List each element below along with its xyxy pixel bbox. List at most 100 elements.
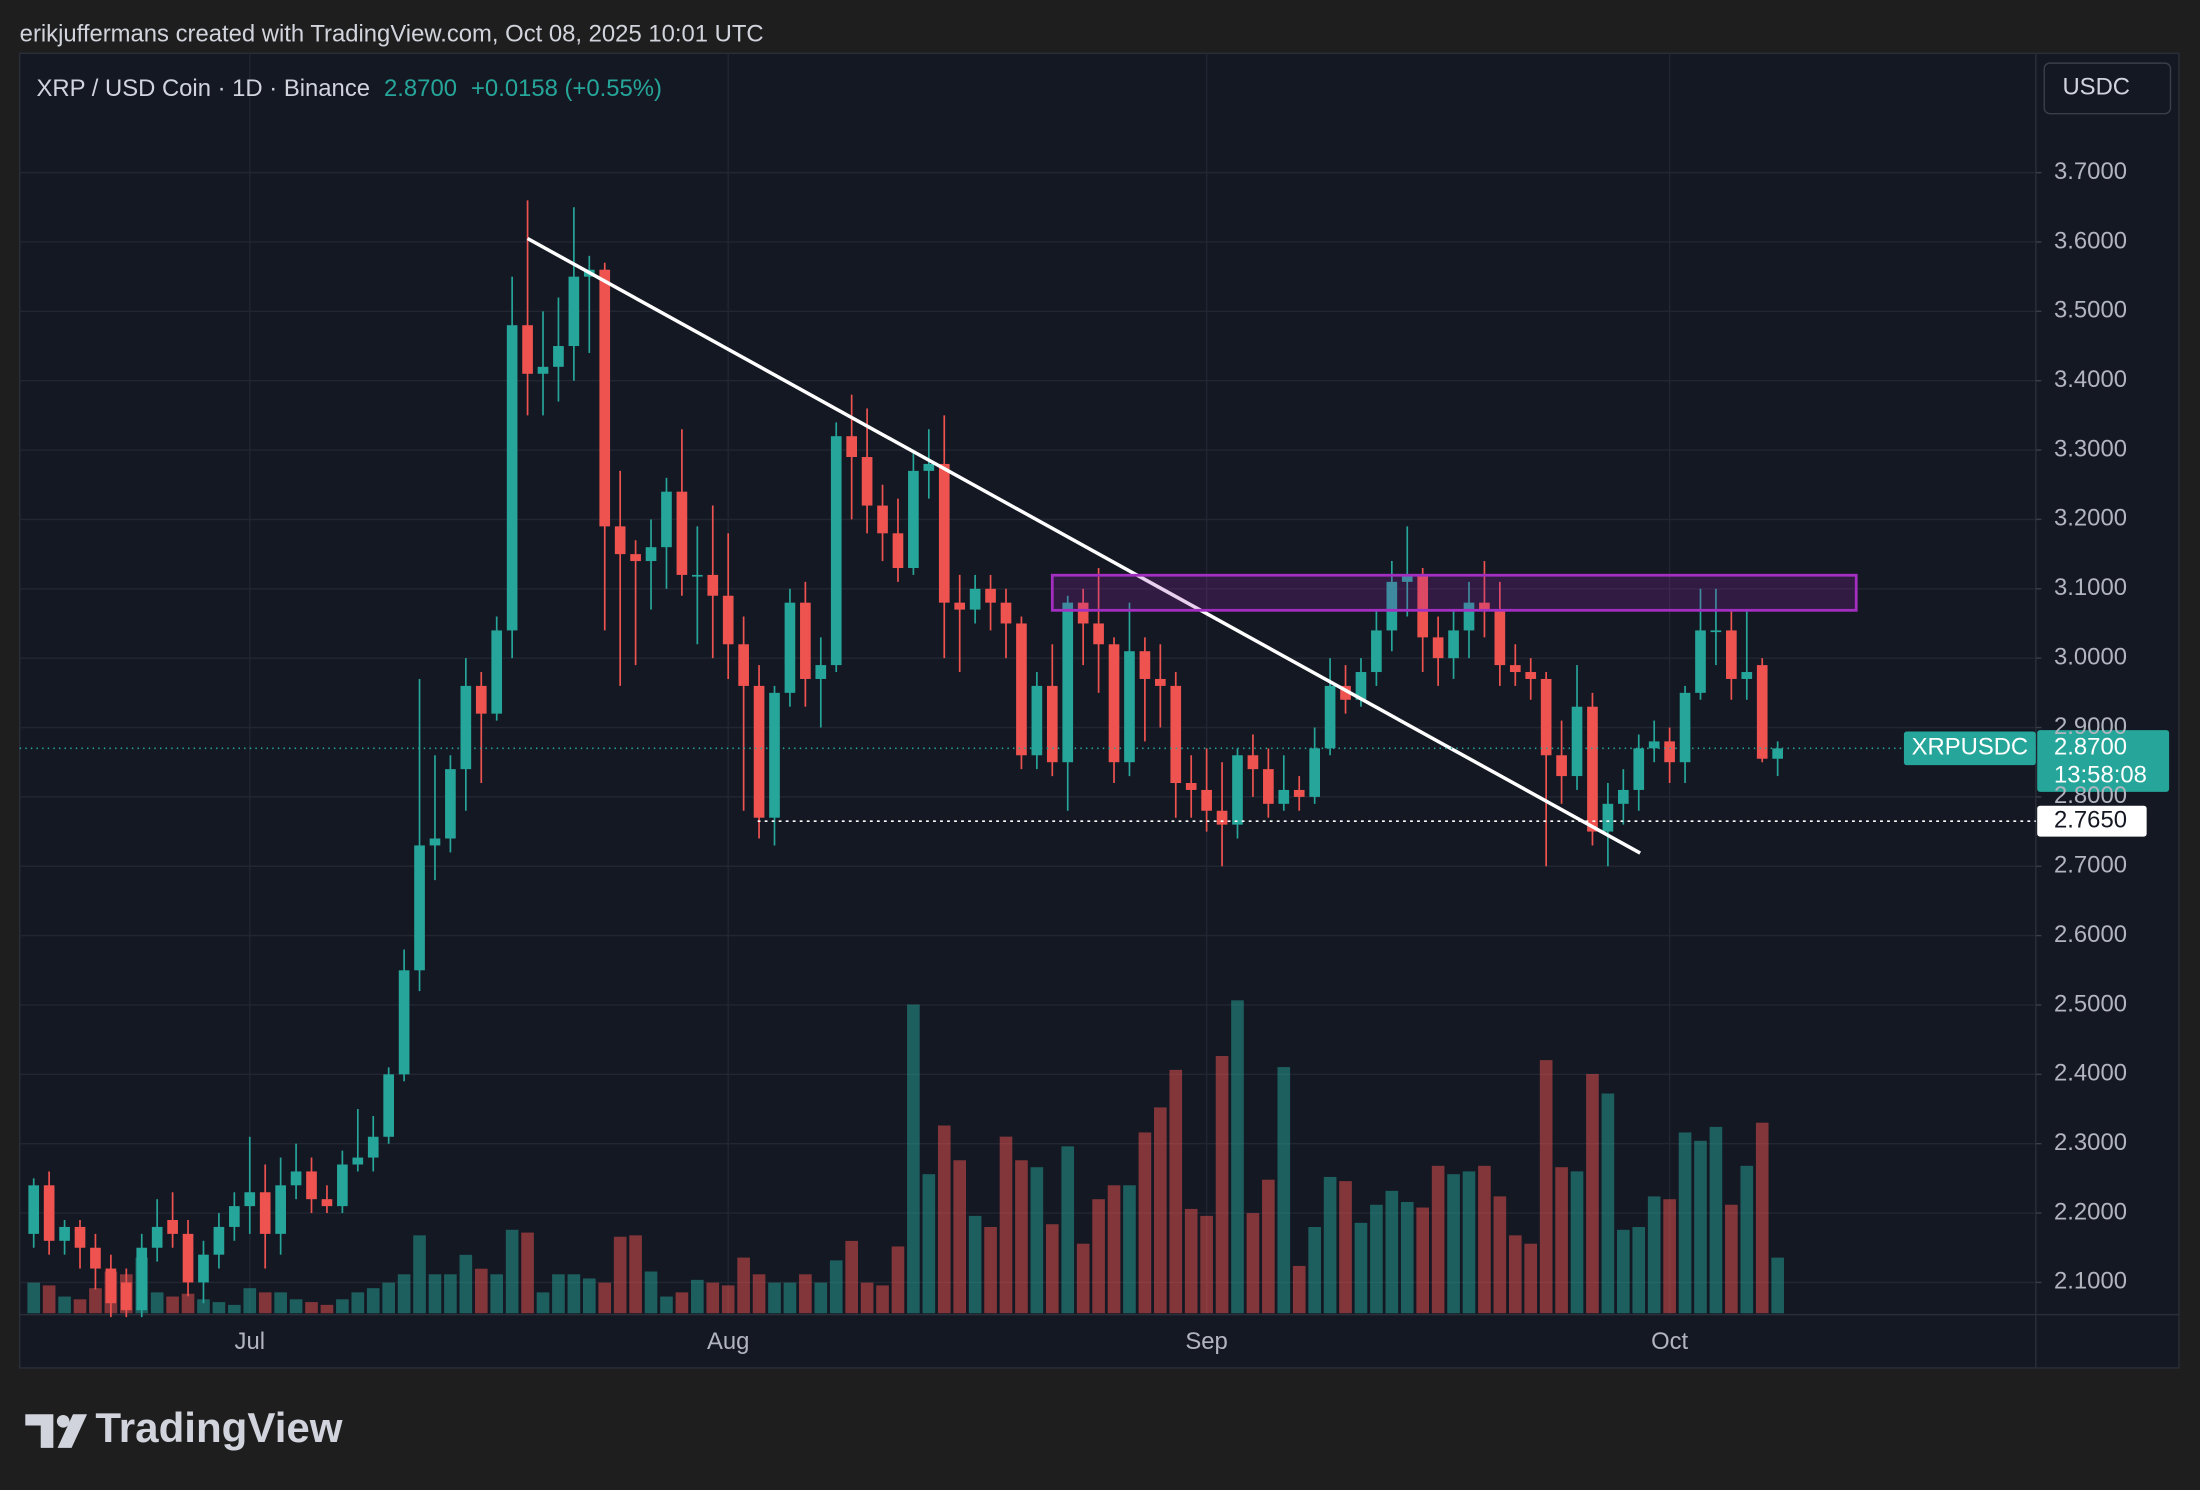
volume-bar <box>1478 1165 1491 1314</box>
candle-body <box>830 436 842 666</box>
volume-bar <box>444 1274 457 1314</box>
volume-bar <box>752 1274 766 1314</box>
volume-bar <box>1678 1132 1692 1314</box>
candle-body <box>645 547 657 562</box>
candle-body <box>1602 803 1614 832</box>
volume-bar <box>1709 1126 1723 1314</box>
volume-bar <box>1138 1132 1152 1314</box>
volume-bar <box>1061 1146 1075 1314</box>
volume-bar <box>876 1285 889 1314</box>
volume-bar <box>89 1288 102 1314</box>
y-tick-label: 2.7000 <box>2054 852 2127 879</box>
volume-bar <box>1416 1207 1430 1314</box>
y-tick-label: 2.2000 <box>2054 1198 2127 1225</box>
candle-body <box>1679 692 1691 763</box>
volume-bar <box>258 1292 272 1314</box>
candle-body <box>537 366 549 374</box>
volume-bar <box>305 1302 318 1314</box>
candle-body <box>1509 665 1521 673</box>
volume-bar <box>351 1292 365 1314</box>
volume-bar <box>721 1285 735 1314</box>
candle-body <box>1772 748 1783 759</box>
volume-bar <box>289 1299 303 1314</box>
candle-body <box>861 457 873 506</box>
volume-bar <box>1447 1174 1460 1314</box>
currency-button[interactable] <box>2043 62 2172 115</box>
volume-bar <box>474 1268 488 1314</box>
volume-bar <box>73 1299 87 1314</box>
y-tick-label: 3.3000 <box>2054 435 2127 462</box>
candle-body <box>1695 630 1706 693</box>
candle-body <box>1232 755 1243 825</box>
volume-bar <box>1200 1215 1213 1314</box>
candle-body <box>1062 602 1074 763</box>
candle-body <box>1633 748 1645 790</box>
volume-bar <box>1370 1204 1383 1314</box>
logo-text: TradingView <box>95 1404 342 1451</box>
candle-body <box>306 1171 317 1200</box>
candle-body <box>1741 672 1753 679</box>
volume-bar <box>907 1004 920 1314</box>
volume-bar <box>428 1274 442 1314</box>
volume-bar <box>1725 1204 1738 1314</box>
countdown-label: 13:58:08 <box>2054 762 2147 789</box>
candle-body <box>259 1192 271 1234</box>
volume-bar <box>1262 1179 1275 1314</box>
volume-bar <box>1508 1235 1522 1314</box>
candle-body <box>1756 665 1768 759</box>
volume-bar <box>1493 1196 1507 1314</box>
volume-bar <box>1555 1167 1568 1314</box>
volume <box>27 1000 1784 1314</box>
volume-bar <box>1755 1122 1769 1314</box>
volume-bar <box>1524 1243 1538 1314</box>
candle-body <box>676 491 688 575</box>
candle-body <box>1401 574 1413 582</box>
volume-bar <box>629 1235 642 1314</box>
legend-title: XRP / USD Coin · 1D · Binance <box>37 75 371 102</box>
candle-body <box>414 845 425 971</box>
candle-body <box>1216 810 1228 825</box>
candle-body <box>707 574 719 596</box>
candle-body <box>182 1233 194 1283</box>
candle-body <box>1386 581 1398 631</box>
candle-body <box>1046 685 1058 763</box>
resistance-zone <box>1050 573 1858 612</box>
currency-label[interactable]: USDC <box>2062 74 2130 101</box>
candle-body <box>1525 672 1537 679</box>
volume-bar <box>1277 1067 1291 1314</box>
volume-bar <box>706 1282 720 1314</box>
candle-body <box>800 602 811 679</box>
candle-body <box>429 838 441 846</box>
volume-bar <box>1154 1107 1167 1314</box>
volume-bar <box>1015 1160 1028 1314</box>
logo-shape <box>25 1414 54 1448</box>
candle-body <box>614 526 626 555</box>
candle-body <box>753 685 765 818</box>
candle-body <box>337 1164 348 1207</box>
candle-body <box>1077 602 1089 624</box>
candle-body <box>213 1226 225 1255</box>
candle-body <box>367 1136 379 1158</box>
candle-body <box>522 325 533 374</box>
candle-body <box>74 1226 86 1248</box>
candle-body <box>1355 672 1367 700</box>
y-tick-label: 3.4000 <box>2054 366 2127 393</box>
candle-body <box>1154 678 1166 686</box>
candle-body <box>1000 602 1012 624</box>
volume-bar <box>984 1227 997 1314</box>
candle-body <box>1278 789 1290 804</box>
volume-bar <box>1107 1185 1121 1314</box>
candle-body <box>1293 789 1305 797</box>
level-box <box>2037 805 2147 837</box>
legend-change: +0.0158 (+0.55%) <box>471 75 662 102</box>
candle-body <box>1124 651 1135 763</box>
volume-bar <box>1632 1227 1646 1314</box>
candle-body <box>1263 769 1274 804</box>
legend-price: 2.8700 <box>384 75 457 102</box>
candle-body <box>1185 783 1197 790</box>
volume-bar <box>1400 1201 1414 1314</box>
volume-bar <box>1215 1055 1229 1314</box>
symbol-box <box>1903 731 2036 766</box>
volume-bar <box>1308 1227 1321 1314</box>
candle-body <box>59 1226 70 1241</box>
